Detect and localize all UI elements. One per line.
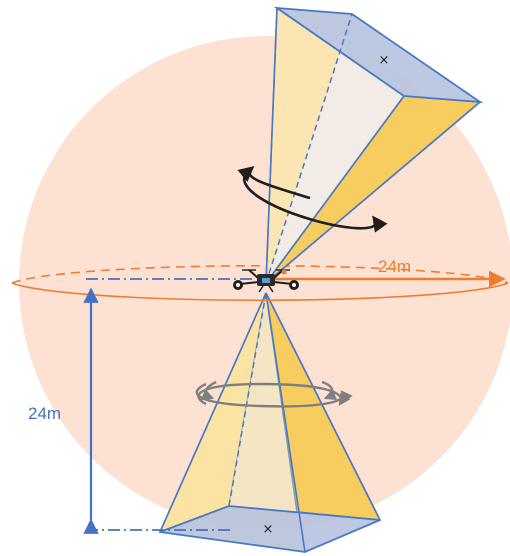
lower-rotation-arrows bbox=[195, 380, 353, 408]
lower-center-x-icon: × bbox=[263, 522, 274, 537]
lower-pyramid-hidden-edge bbox=[228, 292, 267, 507]
quadcopter-icon bbox=[233, 269, 299, 293]
lower-pyramid-front-face bbox=[160, 293, 305, 552]
horizontal-radius-label: 24m bbox=[378, 257, 411, 276]
upper-pyramid-hidden-edge bbox=[265, 13, 353, 284]
upper-center-x-icon: × bbox=[379, 53, 390, 68]
lower-pyramid: × bbox=[158, 292, 382, 553]
vertical-height-label: 24m bbox=[28, 404, 61, 423]
horizontal-ring-back bbox=[11, 264, 509, 284]
upper-rotation-arrow bbox=[237, 165, 388, 233]
horizontal-ring-front bbox=[11, 282, 509, 302]
lower-pyramid-inner-face bbox=[229, 293, 297, 512]
